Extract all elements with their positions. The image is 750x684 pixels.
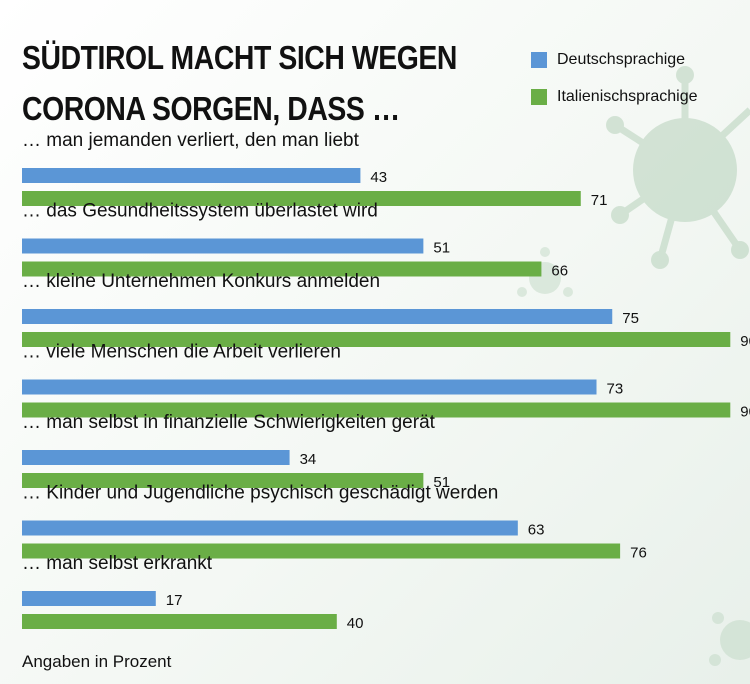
- bar-value-label: 17: [166, 592, 183, 609]
- bar-value-label: 71: [591, 192, 608, 209]
- bar-italienischsprachige: [22, 261, 542, 277]
- bar-value-label: 76: [630, 545, 647, 562]
- legend: Deutschsprachige Italienischsprachige: [531, 50, 698, 124]
- bar-value-label: 63: [528, 522, 545, 539]
- bar-italienischsprachige: [22, 191, 581, 206]
- bar-value-label: 66: [551, 263, 568, 280]
- chart-title-line-2: CORONA SORGEN, DASS …: [22, 90, 400, 127]
- bar-deutschsprachige: [22, 591, 156, 606]
- bar-value-label: 73: [607, 381, 624, 398]
- bar-italienischsprachige: [22, 614, 337, 629]
- bar-value-label: 90: [740, 404, 750, 421]
- bar-italienischsprachige: [22, 473, 424, 488]
- category-label: … viele Menschen die Arbeit verlieren: [22, 342, 341, 363]
- bar-deutschsprachige: [22, 309, 613, 324]
- legend-item-italienischsprachige: Italienischsprachige: [531, 87, 698, 107]
- bar-value-label: 51: [433, 240, 450, 257]
- bar-deutschsprachige: [22, 450, 290, 465]
- category-label: … das Gesundheitssystem überlastet wird: [22, 201, 378, 222]
- bar-value-label: 43: [370, 169, 387, 186]
- bar-value-label: 51: [433, 474, 450, 491]
- legend-label-deutschsprachige: Deutschsprachige: [557, 51, 686, 68]
- bar-deutschsprachige: [22, 238, 424, 254]
- legend-swatch-italienischsprachige: [531, 89, 547, 105]
- bar-value-label: 75: [622, 310, 639, 327]
- bar-italienischsprachige: [22, 332, 731, 347]
- chart-title: SÜDTIROL MACHT SICH WEGEN CORONA SORGEN,…: [22, 32, 457, 134]
- bar-value-label: 90: [740, 333, 750, 350]
- legend-label-italienischsprachige: Italienischsprachige: [557, 88, 698, 105]
- legend-item-deutschsprachige: Deutschsprachige: [531, 50, 698, 70]
- category-label: … Kinder und Jugendliche psychisch gesch…: [22, 483, 498, 504]
- category-label: … man jemanden verliert, den man liebt: [22, 130, 360, 151]
- bar-italienischsprachige: [22, 402, 731, 418]
- bar-value-label: 34: [300, 451, 317, 468]
- bar-deutschsprachige: [22, 379, 597, 395]
- bar-deutschsprachige: [22, 168, 361, 183]
- category-label: … kleine Unternehmen Konkurs anmelden: [22, 271, 380, 292]
- category-label: … man selbst erkrankt: [22, 553, 213, 574]
- bar-value-label: 40: [347, 615, 364, 632]
- footnote: Angaben in Prozent: [22, 652, 172, 671]
- category-label: … man selbst in finanzielle Schwierigkei…: [22, 412, 436, 433]
- legend-swatch-deutschsprachige: [531, 52, 547, 68]
- bar-deutschsprachige: [22, 520, 518, 536]
- chart-title-line-1: SÜDTIROL MACHT SICH WEGEN: [22, 39, 457, 76]
- bar-italienischsprachige: [22, 543, 621, 559]
